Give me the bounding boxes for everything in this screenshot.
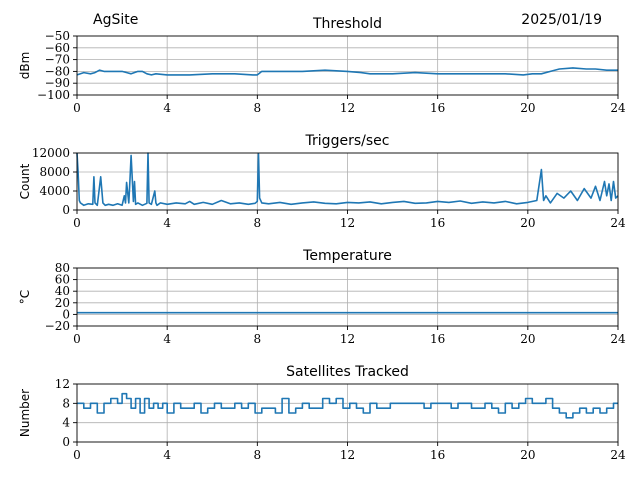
x-tick-label: 8 — [254, 101, 262, 115]
x-tick-label: 8 — [254, 448, 262, 462]
x-tick-label: 4 — [163, 101, 171, 115]
y-tick-label: 0 — [62, 307, 70, 321]
x-tick-label: 20 — [520, 216, 535, 230]
chart-title: Triggers/sec — [305, 133, 390, 149]
series-line — [76, 152, 619, 207]
x-tick-label: 12 — [340, 101, 355, 115]
y-tick-label: 0 — [62, 435, 70, 449]
chart-title: Threshold — [312, 16, 382, 32]
y-tick-label: −20 — [45, 319, 70, 333]
y-tick-label: 60 — [55, 273, 70, 287]
x-tick-label: 24 — [610, 448, 626, 462]
y-axis-label: dBm — [18, 52, 32, 80]
y-tick-label: 8000 — [39, 165, 70, 179]
x-tick-label: 24 — [610, 332, 626, 346]
y-tick-label: 12000 — [32, 146, 70, 160]
x-tick-label: 4 — [163, 216, 171, 230]
x-tick-label: 12 — [340, 448, 355, 462]
x-tick-label: 4 — [163, 332, 171, 346]
x-tick-label: 12 — [340, 332, 355, 346]
x-tick-label: 16 — [430, 448, 445, 462]
x-tick-label: 16 — [430, 216, 445, 230]
threshold-panel: 0 4 8 12 16 20 24 −100−90−80−70−60−50 Threshold d… — [18, 16, 626, 115]
y-tick-label: −100 — [37, 88, 70, 102]
x-tick-label: 0 — [73, 101, 81, 115]
y-tick-label: 20 — [55, 296, 70, 310]
x-tick-label: 4 — [163, 448, 171, 462]
x-tick-label: 16 — [430, 332, 445, 346]
x-tick-label: 20 — [520, 448, 535, 462]
y-tick-label: −90 — [45, 76, 70, 90]
y-tick-label: 40 — [55, 284, 70, 298]
triggers-panel: 0 4 8 12 16 20 24 0 4000 8000 12000 Triggers/sec Cou… — [18, 133, 626, 230]
x-tick-label: 0 — [73, 448, 81, 462]
y-tick-label: −80 — [45, 64, 70, 78]
x-tick-label: 20 — [520, 332, 535, 346]
y-axis-label: Number — [18, 389, 32, 437]
y-tick-label: 0 — [62, 203, 70, 217]
y-tick-label: 8 — [62, 396, 70, 410]
x-tick-label: 16 — [430, 101, 445, 115]
y-tick-label: 80 — [55, 261, 70, 275]
chart-title: Satellites Tracked — [286, 364, 409, 380]
chart-title: Temperature — [302, 248, 392, 264]
satellites-panel: 0 4 8 12 16 20 24 0 4 8 12 Satellites Tracked Number — [18, 364, 626, 462]
x-tick-label: 24 — [610, 216, 626, 230]
y-tick-label: 12 — [55, 377, 70, 391]
x-tick-label: 20 — [520, 101, 535, 115]
y-tick-label: −60 — [45, 41, 70, 55]
series-line — [76, 67, 618, 76]
x-tick-label: 8 — [254, 216, 262, 230]
y-axis-label: Count — [18, 163, 32, 199]
x-tick-label: 0 — [73, 216, 81, 230]
y-tick-label: −50 — [45, 29, 70, 43]
y-tick-label: 4 — [62, 416, 70, 430]
x-tick-label: 12 — [340, 216, 355, 230]
x-tick-label: 8 — [254, 332, 262, 346]
site-name: AgSite — [93, 12, 139, 28]
y-axis-label: °C — [18, 290, 32, 304]
x-tick-label: 0 — [73, 332, 81, 346]
x-tick-label: 24 — [610, 101, 626, 115]
series-line — [77, 392, 618, 419]
y-tick-label: 4000 — [39, 184, 70, 198]
y-tick-label: −70 — [45, 53, 70, 67]
report-date: 2025/01/19 — [521, 12, 602, 28]
